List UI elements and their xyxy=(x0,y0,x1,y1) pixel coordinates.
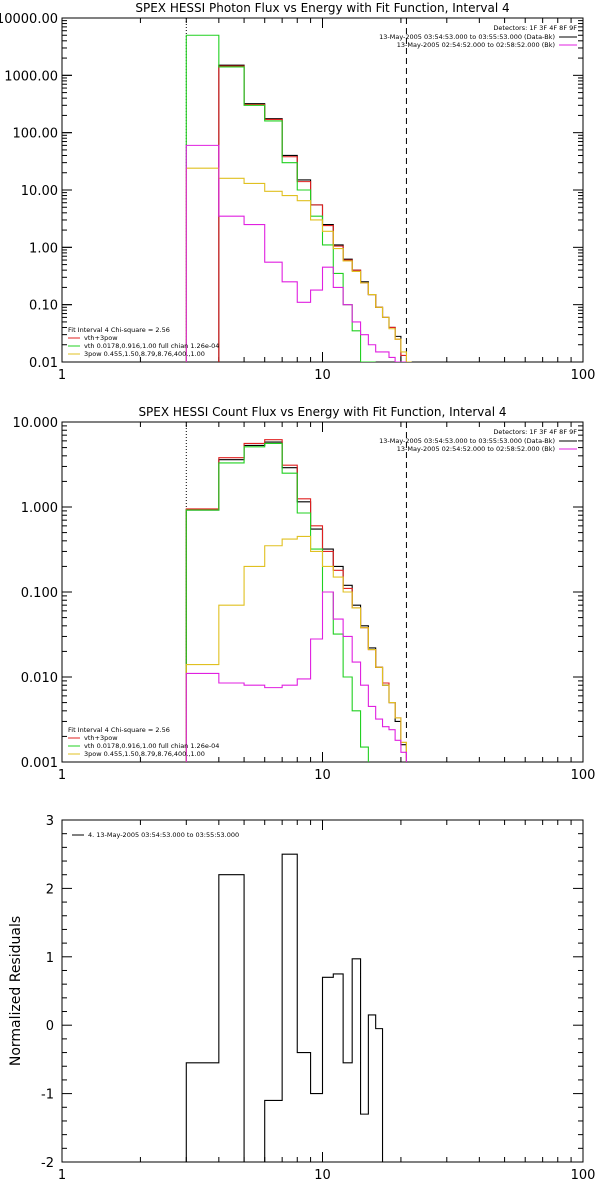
y-tick-label: 0.10 xyxy=(29,299,58,314)
fit-legend-label: vth+3pow xyxy=(84,734,118,742)
x-tick-label: 1 xyxy=(58,768,66,783)
y-tick-label: 3 xyxy=(46,814,54,829)
plot-frame xyxy=(61,17,584,363)
chart-panel-2: SPEX HESSI Count Flux vs Energy with Fit… xyxy=(13,405,596,783)
y-tick-label: 0.010 xyxy=(21,671,58,686)
y-tick-label: 1.00 xyxy=(29,241,58,256)
series-line-vth-3pow xyxy=(218,65,407,362)
series-line-3pow xyxy=(185,535,407,762)
residual-legend-label: 4. 13-May-2005 03:54:53.000 to 03:55:53.… xyxy=(88,831,239,839)
x-tick-label: 100 xyxy=(571,768,596,783)
y-tick-label: 10.00 xyxy=(21,184,58,199)
fit-legend-header: Fit Interval 4 Chi-square = 2.56 xyxy=(68,726,170,734)
series-line-bk xyxy=(185,591,407,762)
series-group xyxy=(185,34,412,362)
legend-header: Detectors: 1F 3F 4F 8F 9F xyxy=(493,428,577,436)
legend: 4. 13-May-2005 03:54:53.000 to 03:55:53.… xyxy=(72,831,239,839)
x-tick-label: 10 xyxy=(314,1168,331,1183)
y-tick-label: 0.01 xyxy=(29,356,58,371)
fit-legend-header: Fit Interval 4 Chi-square = 2.56 xyxy=(68,326,170,334)
x-tick-label: 10 xyxy=(314,368,331,383)
chart-panel-3: 1 10 100 -2 -1 0 1 2 3 Normalized Residuals 4. 13-… xyxy=(8,814,595,1183)
fit-legend-label: 3pow 0.455,1.50,8.79,8.76,400.,1.00 xyxy=(84,750,205,758)
y-tick-label: 1.000 xyxy=(21,501,58,516)
series-line-data-bk xyxy=(218,64,402,362)
y-tick-label: -2 xyxy=(41,1156,54,1171)
chart-title: SPEX HESSI Photon Flux vs Energy with Fi… xyxy=(135,1,509,15)
chart-panel-1: SPEX HESSI Photon Flux vs Energy with Fi… xyxy=(0,1,595,383)
x-tick-label: 1 xyxy=(58,1168,66,1183)
y-tick-label: 0 xyxy=(46,1019,54,1034)
y-tick-label: 10000.00 xyxy=(0,12,58,27)
y-tick-label: 2 xyxy=(46,882,54,897)
y-tick-label: 100.00 xyxy=(13,127,59,142)
y-tick-label: 0.001 xyxy=(21,756,58,771)
legend-entry-label: 13-May-2005 03:54:53.000 to 03:55:53.000… xyxy=(379,437,555,445)
y-tick-label: -1 xyxy=(41,1088,54,1103)
legend-header: Detectors: 1F 3F 4F 8F 9F xyxy=(493,24,577,32)
fit-legend-label: vth 0.0178,0.916,1.00 full chian 1.26e-0… xyxy=(84,742,219,750)
y-tick-label: 1000.00 xyxy=(4,69,58,84)
series-group xyxy=(185,439,407,762)
fit-legend-label: vth+3pow xyxy=(84,334,118,342)
fit-legend-label: vth 0.0178,0.916,1.00 full chian 1.26e-0… xyxy=(84,342,219,350)
series-group xyxy=(185,853,384,1162)
series-line-bk xyxy=(185,144,407,362)
y-axis-label: Normalized Residuals xyxy=(8,916,24,1066)
legend-entry-label: 13-May-2005 02:54:52.000 to 02:58:52.000… xyxy=(397,445,555,453)
fit-legend-label: 3pow 0.455,1.50,8.79,8.76,400.,1.00 xyxy=(84,350,205,358)
y-tick-label: 1 xyxy=(46,951,54,966)
y-tick-label: 10.000 xyxy=(13,416,59,431)
series-line-residuals xyxy=(185,853,384,1162)
series-line-vth xyxy=(185,442,369,762)
series-line-3pow xyxy=(185,167,412,362)
x-tick-label: 100 xyxy=(571,1168,596,1183)
legend-entry-label: 13-May-2005 02:54:52.000 to 02:58:52.000… xyxy=(397,41,555,49)
y-tick-label: 0.100 xyxy=(21,586,58,601)
x-tick-label: 100 xyxy=(571,368,596,383)
x-tick-label: 1 xyxy=(58,368,66,383)
x-tick-label: 10 xyxy=(314,768,331,783)
series-line-vth xyxy=(185,34,376,362)
chart-title: SPEX HESSI Count Flux vs Energy with Fit… xyxy=(138,405,506,419)
legend-entry-label: 13-May-2005 03:54:53.000 to 03:55:53.000… xyxy=(379,33,555,41)
